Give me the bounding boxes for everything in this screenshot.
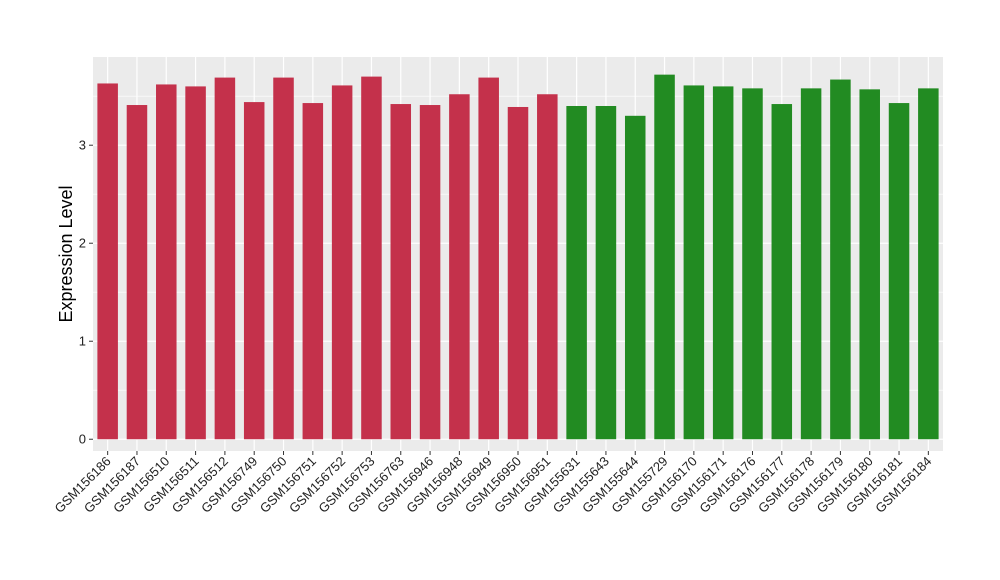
bar-GSM156512 xyxy=(214,77,236,440)
bar-GSM156751 xyxy=(302,103,324,440)
bar-GSM155729 xyxy=(654,74,675,440)
bar-GSM156951 xyxy=(537,94,558,440)
bar-GSM156750 xyxy=(273,77,294,440)
y-axis: 0 1 2 3 xyxy=(79,138,93,447)
bar-GSM156946 xyxy=(419,105,441,440)
bar-GSM156171 xyxy=(712,86,734,440)
bar-GSM156181 xyxy=(888,103,910,440)
bar-GSM156749 xyxy=(243,102,265,440)
bar-GSM156170 xyxy=(683,85,705,440)
bar-GSM156752 xyxy=(331,85,353,440)
bar-GSM156180 xyxy=(859,89,880,440)
y-tick-label: 1 xyxy=(79,334,86,349)
bar-GSM156186 xyxy=(97,83,118,440)
bar-GSM156178 xyxy=(800,88,822,440)
y-tick-label: 2 xyxy=(79,236,86,251)
bar-GSM156948 xyxy=(449,94,470,440)
bar-GSM155644 xyxy=(624,115,646,440)
bar-GSM156763 xyxy=(390,104,412,440)
y-axis-title: Expression Level xyxy=(56,185,76,322)
bar-GSM156511 xyxy=(185,86,206,440)
bar-GSM156177 xyxy=(771,104,793,440)
bar-GSM155643 xyxy=(595,106,617,440)
y-tick-label: 0 xyxy=(79,432,86,447)
bar-GSM156176 xyxy=(742,88,763,440)
bar-GSM156753 xyxy=(361,76,382,440)
bar-GSM156949 xyxy=(478,77,499,440)
bar-GSM156950 xyxy=(507,106,529,440)
bar-GSM156184 xyxy=(918,88,939,440)
x-axis: GSM156186GSM156187GSM156510GSM156511GSM1… xyxy=(52,451,934,516)
bar-GSM155631 xyxy=(566,106,587,440)
bar-GSM156179 xyxy=(830,79,851,440)
bars xyxy=(97,74,939,440)
bar-GSM156187 xyxy=(126,105,148,440)
y-tick-label: 3 xyxy=(79,138,86,153)
bar-GSM156510 xyxy=(156,84,177,440)
